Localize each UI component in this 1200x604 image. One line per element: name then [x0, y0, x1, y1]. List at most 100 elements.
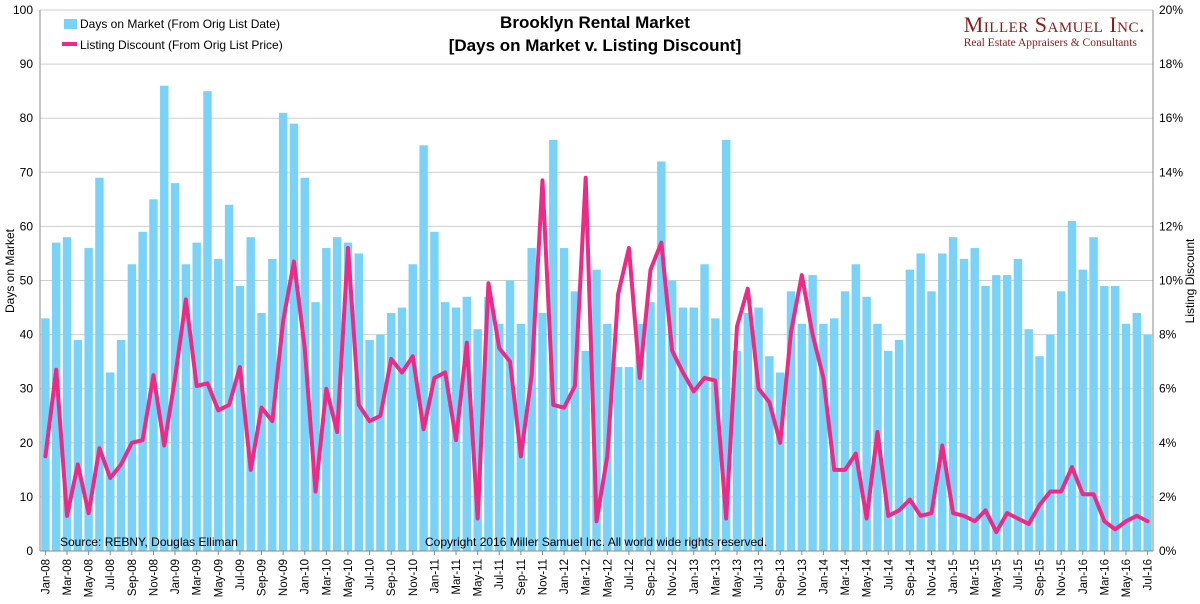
x-tick-label: Jul-09 — [235, 559, 247, 590]
bar — [743, 312, 752, 551]
y-tick-label: 50 — [20, 274, 34, 288]
x-tick-label: Nov-08 — [148, 559, 160, 596]
bar — [1035, 356, 1044, 551]
discount-point — [973, 519, 977, 523]
x-tick-label: Jul-11 — [494, 559, 506, 589]
discount-point — [367, 419, 372, 423]
x-tick-label: Jan-08 — [40, 559, 52, 594]
discount-point — [638, 376, 642, 380]
discount-point — [778, 441, 782, 445]
discount-point — [389, 357, 393, 361]
bar — [127, 264, 137, 551]
x-tick-label: Jul-14 — [883, 558, 895, 590]
bar — [657, 161, 666, 552]
y-tick-label: 40 — [20, 328, 34, 342]
discount-point — [994, 530, 998, 534]
bar — [106, 372, 115, 551]
bar — [116, 340, 126, 551]
discount-point — [584, 176, 588, 180]
x-tick-label: Jul-13 — [754, 559, 766, 590]
discount-point — [648, 268, 653, 272]
y-tick-label: 20 — [20, 436, 34, 450]
discount-point — [1027, 522, 1031, 526]
discount-point — [811, 333, 815, 337]
discount-point — [573, 384, 577, 388]
y-tick-label: 30 — [20, 382, 34, 396]
bar — [246, 237, 255, 551]
legend-swatch-bar — [64, 19, 77, 29]
discount-point — [65, 514, 69, 518]
bar — [970, 248, 979, 552]
x-tick-label: Nov-15 — [1056, 559, 1068, 596]
discount-point — [594, 519, 599, 523]
x-tick-label: Mar-11 — [451, 559, 463, 595]
right-axis-ticks: 0% 2% 4% 6% 8% 10% 12% 14% 16% 18% 20% — [1159, 3, 1183, 558]
x-tick-label: Jan-14 — [818, 558, 830, 594]
discount-point — [724, 516, 728, 521]
chart-subtitle: [Days on Market v. Listing Discount] — [449, 36, 742, 55]
bar — [62, 237, 72, 551]
y2-axis-label: Listing Discount — [1183, 238, 1197, 323]
x-tick-label: May-14 — [862, 558, 874, 597]
bar — [224, 204, 234, 551]
bar — [1110, 285, 1120, 551]
y2-tick-label: 0% — [1159, 544, 1177, 558]
discount-point — [821, 376, 826, 380]
bar — [84, 248, 93, 552]
bar — [192, 242, 201, 551]
copyright-note: Copyright 2016 Miller Samuel Inc. All wo… — [425, 535, 767, 549]
x-tick-label: Sep-10 — [386, 559, 398, 596]
discount-point — [702, 376, 707, 380]
discount-point — [875, 430, 880, 434]
x-tick-label: Mar-14 — [840, 558, 852, 595]
discount-point — [1081, 492, 1085, 496]
bar — [1089, 237, 1098, 551]
y-tick-label: 80 — [20, 111, 34, 125]
bar — [138, 231, 147, 551]
x-tick-label: Nov-12 — [667, 559, 679, 596]
discount-point — [195, 384, 199, 388]
bar — [948, 237, 958, 551]
discount-point — [1016, 516, 1020, 521]
discount-point — [324, 387, 328, 391]
bar — [365, 340, 374, 551]
discount-point — [1135, 514, 1139, 518]
discount-point — [141, 438, 145, 442]
x-tick-label: Sep-11 — [516, 559, 528, 595]
bar — [938, 253, 947, 551]
bar — [203, 91, 212, 552]
bar — [527, 248, 536, 552]
discount-point — [962, 514, 966, 518]
discount-point — [1091, 492, 1096, 496]
discount-point — [627, 246, 631, 250]
bar — [1078, 269, 1087, 551]
discount-point — [422, 427, 426, 431]
line-series-listing-discount — [43, 175, 1150, 535]
discount-point — [249, 468, 253, 472]
bar — [646, 302, 655, 551]
discount-point — [832, 468, 836, 472]
discount-point — [897, 508, 901, 513]
bar — [1121, 323, 1131, 551]
bar — [884, 350, 893, 551]
y2-tick-label: 8% — [1159, 328, 1177, 342]
discount-point — [508, 360, 512, 364]
bar — [851, 264, 861, 551]
bar — [1067, 220, 1077, 552]
discount-point — [216, 408, 220, 412]
bar — [214, 258, 223, 551]
discount-point — [854, 452, 858, 456]
y-tick-label: 100 — [13, 3, 33, 17]
discount-point — [800, 273, 804, 277]
x-tick-label: Sep-15 — [1035, 559, 1047, 596]
bar — [1143, 334, 1152, 551]
x-tick-label: Nov-14 — [926, 558, 938, 596]
x-tick-label: Jul-10 — [365, 559, 377, 590]
bar — [473, 329, 482, 551]
discount-point — [259, 406, 264, 410]
discount-point — [465, 341, 469, 345]
x-tick-label: May-12 — [602, 559, 614, 597]
x-tick-label: May-13 — [732, 559, 744, 597]
legend-label-line: Listing Discount (From Orig List Price) — [80, 38, 283, 52]
discount-point — [919, 514, 923, 518]
